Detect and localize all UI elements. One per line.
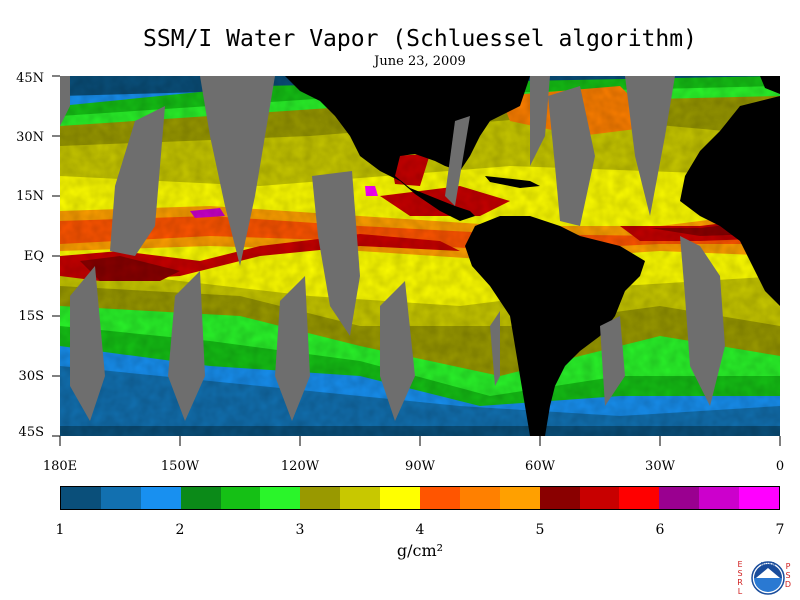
colorbar-segment [699,487,740,509]
colorbar-segment [61,487,101,509]
lon-label-30w: 30W [645,459,675,474]
colorbar-segment [499,487,540,509]
water-vapor-map [60,76,780,436]
lat-label-eq: EQ [23,249,44,264]
map-ticks [52,75,781,446]
lat-label-30n: 30N [16,130,44,145]
map-date: June 23, 2009 [374,54,466,69]
lon-label-90w: 90W [405,459,435,474]
lon-label-120w: 120W [280,459,320,474]
colorbar-segment [340,487,381,509]
lon-label-150w: 150W [160,459,200,474]
colorbar-segment [140,487,181,509]
colorbar-segment [459,487,500,509]
colorbar-segment [260,487,301,509]
lat-label-15n: 15N [16,189,44,204]
colorbar-segment [220,487,261,509]
land-north-america [285,76,530,221]
colorbar-tick-6: 6 [655,522,665,538]
colorbar-segment [100,487,141,509]
colorbar-segment [180,487,221,509]
land-africa [680,96,780,306]
colorbar-tick-5: 5 [535,522,545,538]
colorbar-segment [380,487,421,509]
colorbar-segment [619,487,660,509]
lat-label-45n: 45N [16,71,44,86]
land-cuba [485,176,540,188]
lat-label-15s: 15S [18,309,44,324]
colorbar-segment [539,487,580,509]
satellite-gaps [60,76,725,421]
map-title: SSM/I Water Vapor (Schluessel algorithm) [143,26,697,52]
lon-label-0: 0 [775,459,785,474]
colorbar-segment [300,487,341,509]
colorbar-tick-2: 2 [175,522,185,538]
colorbar-segment [659,487,700,509]
lon-label-60w: 60W [525,459,555,474]
colorbar-units: g/cm² [396,541,444,560]
colorbar-tick-1: 1 [55,522,65,538]
lon-label-180e: 180E [42,459,78,474]
lat-label-45s: 45S [18,425,44,440]
colorbar-segment [579,487,620,509]
lat-label-30s: 30S [18,369,44,384]
colorbar-tick-4: 4 [415,522,425,538]
noaa-seal-text: NOAA [761,562,776,568]
colorbar-tick-3: 3 [295,522,305,538]
colorbar-segment [420,487,460,509]
colorbar [60,486,780,510]
land-iberia [760,76,780,94]
noaa-seal-icon: NOAA [751,561,785,595]
colorbar-segment [739,487,780,509]
colorbar-tick-7: 7 [775,522,785,538]
land-south-america [465,216,645,436]
